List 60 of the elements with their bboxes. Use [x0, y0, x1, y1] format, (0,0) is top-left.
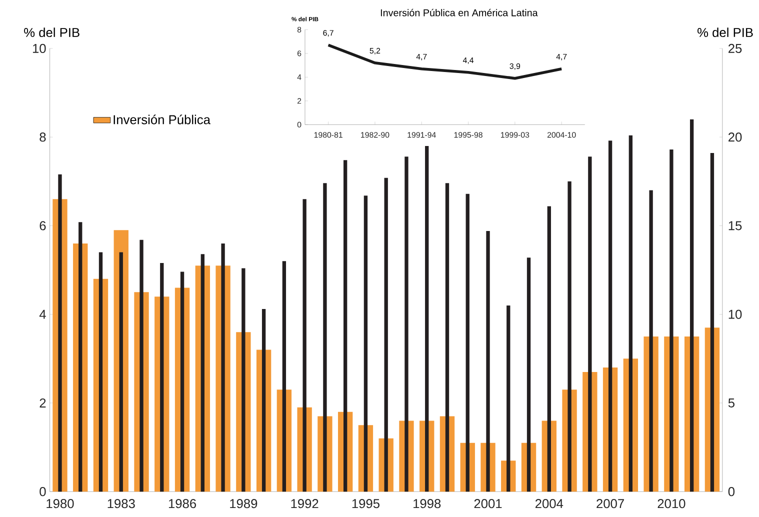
- bar: [506, 305, 510, 492]
- y2-tick-label: 25: [728, 44, 742, 53]
- x-tick-label: 2001: [474, 498, 502, 508]
- bar: [710, 152, 714, 492]
- bar: [486, 230, 490, 492]
- bar: [140, 240, 144, 492]
- bar: [547, 206, 551, 492]
- chart-title: Inversión Pública en América Latina: [380, 8, 538, 16]
- x-tick-label: 1983: [108, 498, 135, 508]
- bar: [200, 254, 204, 492]
- bar: [404, 156, 408, 492]
- y-tick-label: 4: [39, 310, 46, 319]
- bar: [384, 178, 388, 492]
- y2-tick-label: 0: [728, 486, 735, 496]
- bar: [119, 252, 123, 492]
- bar: [568, 181, 572, 492]
- bar: [78, 222, 82, 492]
- bar: [628, 135, 633, 492]
- bar: [526, 257, 531, 492]
- bar: [425, 146, 429, 492]
- y2-tick-label: 5: [728, 398, 734, 408]
- x-tick-label: 1980: [46, 498, 74, 508]
- bar: [690, 119, 694, 492]
- y-axis-title: % del PIB: [24, 27, 80, 37]
- bar: [242, 268, 246, 492]
- bar: [221, 243, 225, 492]
- bar: [58, 174, 62, 492]
- bar: [282, 261, 286, 492]
- bar: [180, 272, 184, 492]
- y2-tick-label: 20: [728, 132, 742, 142]
- legend-label: Inversión Pública: [114, 114, 210, 124]
- x-tick-label: 2007: [596, 498, 624, 508]
- x-tick-label: 1995: [352, 498, 380, 508]
- bar: [302, 198, 306, 492]
- bar: [98, 252, 103, 492]
- bar: [323, 183, 327, 492]
- bar: [364, 195, 368, 492]
- bar: [649, 190, 653, 492]
- bar: [445, 183, 450, 492]
- x-tick-label: 2010: [658, 498, 686, 508]
- bar: [608, 140, 612, 492]
- y-tick-label: 2: [40, 398, 46, 408]
- x-tick-label: 1992: [291, 498, 318, 508]
- y-tick-label: 6: [40, 221, 46, 230]
- bar: [588, 156, 592, 492]
- y-tick-label: 8: [40, 132, 46, 142]
- y-tick-label: 0: [40, 486, 46, 496]
- bar: [466, 194, 470, 492]
- x-tick-label: 2004: [536, 498, 564, 508]
- bar: [670, 149, 674, 492]
- x-tick-label: 1989: [230, 498, 258, 508]
- y2-tick-label: 10: [728, 310, 742, 319]
- x-tick-label: 1986: [168, 498, 196, 508]
- bar: [262, 308, 266, 492]
- x-tick-label: 1998: [414, 498, 441, 508]
- y2-axis-title: % del PIB: [698, 27, 753, 37]
- y-tick-label: 10: [32, 44, 46, 53]
- bar: [344, 160, 348, 492]
- y2-tick-label: 15: [728, 221, 742, 230]
- bar: [160, 262, 164, 492]
